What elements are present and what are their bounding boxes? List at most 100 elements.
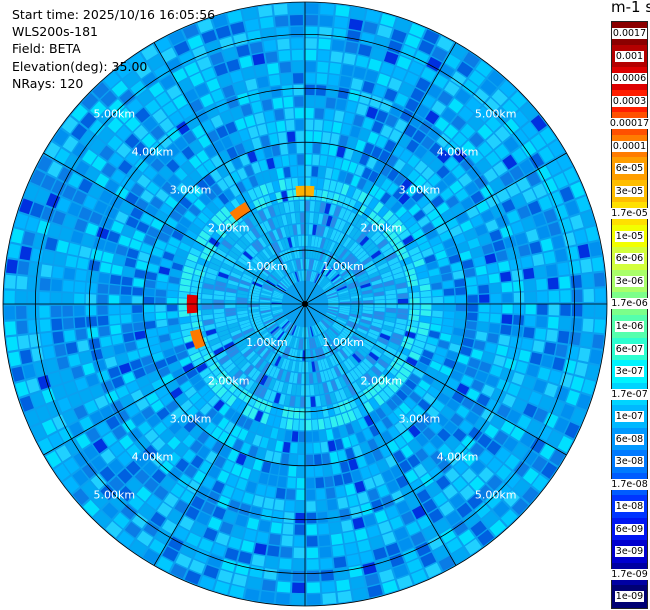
range-gate-cell <box>434 518 450 534</box>
range-gate-cell <box>357 391 368 403</box>
range-gate-cell <box>113 343 126 355</box>
range-gate-cell <box>347 494 359 507</box>
range-gate-cell <box>200 347 212 357</box>
range-gate-cell <box>463 511 480 528</box>
range-gate-cell <box>381 430 393 444</box>
range-gate-cell <box>262 315 273 321</box>
range-gate-cell <box>377 262 389 271</box>
range-gate-cell <box>245 78 258 91</box>
range-gate-cell <box>327 329 336 339</box>
range-gate-cell <box>546 159 562 176</box>
range-gate-cell <box>133 124 149 140</box>
range-gate-cell <box>311 407 317 419</box>
range-gate-cell <box>582 318 594 333</box>
range-gate-cell <box>345 447 355 460</box>
range-gate-cell <box>327 308 338 313</box>
range-gate-cell <box>57 167 73 183</box>
range-gate-cell <box>393 159 406 172</box>
range-gate-cell <box>344 172 354 185</box>
range-gate-cell <box>285 276 293 286</box>
colorbar-tick-label: 3e-06 <box>614 275 645 287</box>
range-gate-cell <box>390 360 402 371</box>
range-gate-cell <box>141 72 158 88</box>
range-gate-cell <box>168 30 185 46</box>
range-gate-cell <box>342 236 352 248</box>
range-gate-cell <box>244 114 256 128</box>
range-gate-cell <box>520 431 536 448</box>
range-gate-cell <box>215 280 227 288</box>
range-gate-cell <box>473 256 486 267</box>
range-gate-cell <box>276 228 283 239</box>
range-gate-cell <box>250 338 260 347</box>
range-gate-cell <box>229 326 240 333</box>
range-gate-cell <box>387 168 399 182</box>
range-gate-cell <box>326 344 334 355</box>
range-gate-cell <box>363 414 374 427</box>
range-gate-cell <box>196 362 208 373</box>
range-gate-cell <box>348 318 359 324</box>
range-gate-cell <box>330 256 338 267</box>
range-gate-cell <box>129 359 143 371</box>
range-gate-cell <box>166 127 181 142</box>
range-gate-cell <box>60 368 74 383</box>
range-gate-cell <box>85 294 97 304</box>
range-gate-cell <box>530 437 546 454</box>
range-gate-cell <box>89 138 106 154</box>
range-gate-cell <box>412 405 425 418</box>
range-gate-cell <box>208 262 220 271</box>
range-gate-cell <box>128 428 143 443</box>
range-gate-cell <box>4 274 16 289</box>
range-gate-cell <box>429 158 443 172</box>
range-gate-cell <box>392 66 407 81</box>
range-gate-cell <box>339 461 350 473</box>
range-gate-cell <box>358 404 369 417</box>
range-gate-cell <box>400 164 413 177</box>
range-gate-cell <box>178 304 190 311</box>
range-gate-cell <box>269 366 277 378</box>
range-gate-cell <box>216 325 228 333</box>
range-gate-cell <box>418 322 430 330</box>
range-gate-cell <box>290 236 296 248</box>
range-gate-cell <box>343 253 353 263</box>
range-gate-cell <box>167 290 178 298</box>
range-gate-cell <box>326 215 333 227</box>
range-gate-cell <box>427 126 442 141</box>
range-gate-cell <box>467 493 483 510</box>
range-gate-cell <box>117 107 133 124</box>
range-gate-cell <box>349 313 361 319</box>
range-gate-cell <box>242 405 253 417</box>
range-gate-cell <box>302 338 305 350</box>
range-gate-cell <box>213 399 225 412</box>
range-gate-cell <box>283 277 292 286</box>
range-gate-cell <box>170 331 182 340</box>
range-gate-cell <box>409 23 426 38</box>
range-gate-cell <box>259 299 271 303</box>
range-gate-cell <box>167 311 178 319</box>
range-gate-cell <box>362 310 373 315</box>
range-gate-cell <box>321 280 330 289</box>
range-gate-cell <box>297 373 302 384</box>
range-gate-cell <box>175 393 188 406</box>
range-gate-cell <box>429 142 443 157</box>
range-gate-cell <box>326 191 334 203</box>
range-gate-cell <box>46 401 61 417</box>
range-gate-cell <box>220 110 233 124</box>
range-gate-cell <box>344 327 355 335</box>
range-gate-cell <box>16 320 28 335</box>
range-gate-cell <box>143 548 160 565</box>
range-gate-cell <box>271 327 281 336</box>
range-gate-cell <box>487 474 503 491</box>
range-gate-cell <box>141 355 154 366</box>
range-gate-cell <box>317 335 324 346</box>
range-gate-cell <box>208 395 220 407</box>
colorbar-tick-label: 0.0017 <box>611 28 648 40</box>
range-gate-cell <box>526 171 541 187</box>
range-gate-cell <box>485 374 499 388</box>
range-gate-cell <box>144 477 159 493</box>
range-gate-cell <box>289 15 303 26</box>
range-gate-cell <box>165 244 178 255</box>
range-gate-cell <box>238 503 251 516</box>
range-gate-cell <box>332 121 343 134</box>
range-gate-cell <box>536 291 548 303</box>
range-gate-cell <box>259 399 268 412</box>
